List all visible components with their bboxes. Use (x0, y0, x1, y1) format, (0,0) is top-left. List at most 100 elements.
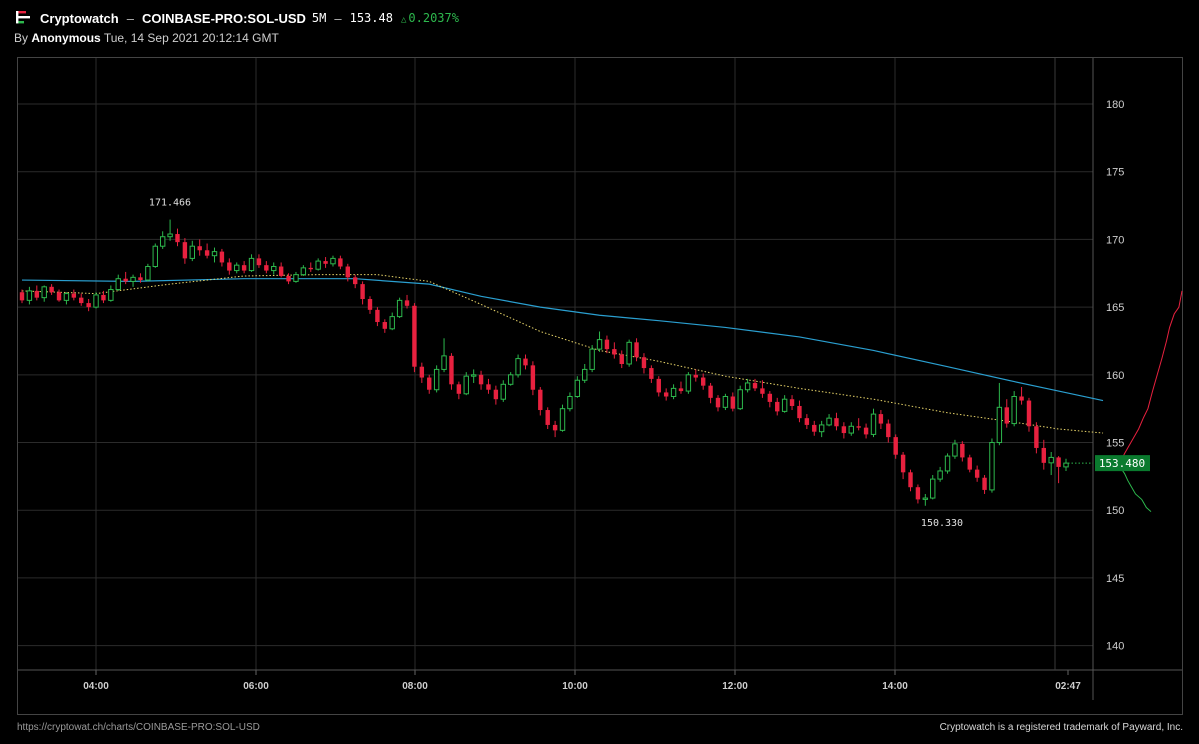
candle (34, 285, 40, 301)
candle (330, 255, 336, 267)
candle (737, 385, 743, 411)
candle-body (922, 497, 929, 500)
candle-body (396, 299, 403, 318)
candle (700, 373, 706, 390)
candle (619, 350, 624, 369)
candle-body (427, 377, 432, 390)
price-change: △ 0.2037% (401, 11, 459, 25)
candle-body (1056, 457, 1061, 467)
candle (515, 354, 521, 378)
candle-body (189, 245, 195, 259)
candle-body (115, 278, 121, 291)
candle (545, 407, 550, 429)
candle (567, 392, 573, 412)
candle (656, 376, 661, 397)
candle (345, 263, 350, 282)
candle-body (441, 355, 447, 370)
candle-body (486, 384, 491, 390)
x-tick-label: 08:00 (402, 681, 428, 692)
candle-body (1019, 396, 1024, 401)
moving-average-layer (21, 274, 1104, 434)
title-separator: – (126, 10, 134, 26)
candle (841, 422, 847, 439)
candle (552, 420, 558, 438)
candle-body (737, 389, 743, 410)
candle-body (456, 384, 462, 394)
last-price: 153.48 (349, 11, 393, 25)
candle (145, 263, 151, 282)
candle (396, 297, 403, 318)
candle-body (1011, 395, 1017, 425)
candle-body (767, 393, 773, 402)
chart-url[interactable]: https://cryptowat.ch/charts/COINBASE-PRO… (17, 722, 260, 733)
candle (1056, 456, 1061, 484)
candle (834, 412, 839, 431)
candle (752, 378, 758, 392)
candle-body (612, 349, 617, 355)
candle (730, 392, 736, 412)
candle (308, 262, 313, 272)
candle-body (204, 250, 210, 256)
bids-depth-line (1119, 290, 1183, 464)
candle (856, 418, 861, 431)
candle-body (500, 383, 506, 400)
candle-body (538, 389, 543, 411)
candle (663, 388, 669, 401)
candle (863, 423, 869, 439)
market-symbol: COINBASE-PRO:SOL-USD (141, 10, 306, 26)
candle-body (626, 341, 632, 365)
candle-body (818, 424, 825, 433)
candle-body (507, 374, 514, 385)
candle (678, 381, 684, 394)
candle (219, 248, 225, 267)
y-tick-label: 140 (1106, 641, 1124, 653)
candle (241, 261, 247, 274)
candle-body (678, 388, 684, 392)
candle (826, 414, 832, 427)
candle (715, 395, 721, 412)
title-separator-2: – (334, 10, 342, 26)
grid-layer (18, 58, 1182, 700)
candle (71, 289, 77, 301)
candle (693, 369, 698, 382)
candle-body (752, 382, 758, 389)
candle (818, 420, 825, 438)
price-change-value: 0.2037% (408, 11, 459, 25)
candle (812, 420, 817, 436)
candle (41, 285, 47, 302)
candle (360, 281, 365, 305)
candle-body (1026, 400, 1032, 427)
candle (278, 262, 284, 278)
candle-body (582, 368, 588, 381)
candle-body (138, 277, 143, 281)
candle-body (596, 339, 603, 350)
candle-body (493, 389, 499, 400)
candle (804, 414, 810, 429)
candle (449, 353, 454, 390)
candle-body (834, 418, 839, 427)
candle (767, 391, 773, 408)
candle (79, 293, 84, 306)
candle-body (781, 398, 788, 412)
candle-body (159, 236, 166, 247)
candle-body (989, 442, 995, 491)
candle (685, 372, 692, 394)
candle (915, 484, 921, 504)
candle-body (241, 265, 247, 271)
candle (989, 438, 995, 493)
candle (138, 273, 143, 283)
candle (256, 254, 262, 268)
candle (641, 353, 647, 374)
candle (574, 376, 581, 398)
candle-body (211, 251, 218, 257)
candle (427, 374, 432, 394)
candle (493, 385, 499, 405)
candle-body (863, 427, 869, 435)
candle-body (375, 309, 380, 323)
candle (352, 274, 358, 289)
chart-frame (17, 57, 1183, 715)
candle (848, 422, 854, 436)
candle-body (108, 289, 114, 301)
candle-body (71, 293, 77, 298)
